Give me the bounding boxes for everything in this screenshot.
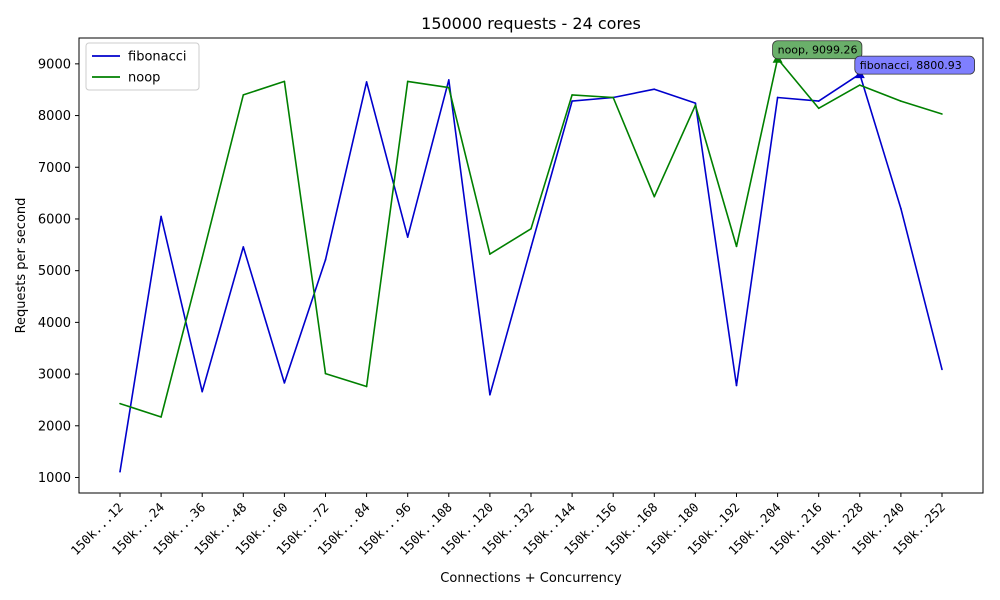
- legend: fibonacci noop: [85, 42, 200, 91]
- data-point-fibonacci: [448, 79, 450, 81]
- data-point-noop: [612, 96, 614, 99]
- data-point-fibonacci: [201, 390, 203, 393]
- data-point-fibonacci: [489, 393, 491, 396]
- data-point-fibonacci: [694, 102, 697, 104]
- data-point-fibonacci: [242, 246, 245, 248]
- data-point-fibonacci: [324, 259, 327, 261]
- y-axis: 1000 2000 3000 4000 5000 6000 7000 8000 9000: [38, 57, 79, 486]
- data-point-fibonacci: [119, 471, 121, 473]
- annotation-box: [854, 55, 975, 75]
- data-point-fibonacci: [776, 96, 779, 99]
- legend-label-fibonacci: fibonacci: [128, 50, 187, 65]
- y-tick-label: 9000: [38, 57, 71, 72]
- data-point-noop: [571, 94, 573, 96]
- data-point-fibonacci: [530, 246, 532, 249]
- data-point-noop: [941, 113, 943, 115]
- data-point-noop: [653, 195, 656, 198]
- data-point-fibonacci: [941, 368, 943, 371]
- y-tick-label: 6000: [38, 212, 71, 227]
- data-point-noop: [160, 416, 162, 418]
- data-point-noop: [242, 94, 245, 96]
- data-point-noop: [324, 372, 327, 375]
- annotation-box: [772, 40, 863, 60]
- data-point-noop: [119, 402, 121, 405]
- data-point-noop: [694, 104, 697, 107]
- data-point-fibonacci: [735, 384, 738, 387]
- y-tick-label: 2000: [38, 419, 71, 434]
- annotation-label: noop, 9099.26: [778, 44, 858, 57]
- data-point-noop: [365, 385, 368, 388]
- data-point-noop: [283, 80, 286, 83]
- data-point-fibonacci: [283, 382, 286, 384]
- data-point-fibonacci: [571, 100, 573, 102]
- data-point-fibonacci: [160, 215, 162, 218]
- data-point-noop: [735, 245, 738, 248]
- chart-title: 150000 requests - 24 cores: [421, 14, 641, 33]
- legend-label-noop: noop: [128, 71, 160, 86]
- annotation-label: fibonacci, 8800.93: [860, 59, 962, 72]
- data-point-noop: [406, 80, 409, 83]
- y-axis-title: Requests per second: [14, 198, 29, 334]
- data-point-fibonacci: [653, 88, 656, 90]
- data-point-noop: [859, 84, 861, 86]
- annotation-noop: noop, 9099.26: [772, 40, 863, 60]
- data-point-fibonacci: [365, 81, 368, 83]
- legend-box: [85, 42, 200, 91]
- y-tick-label: 7000: [38, 161, 71, 176]
- y-tick-label: 8000: [38, 109, 71, 124]
- data-point-noop: [530, 227, 532, 230]
- data-point-fibonacci: [406, 236, 409, 238]
- data-point-noop: [900, 100, 902, 102]
- y-tick-label: 3000: [38, 368, 71, 383]
- y-tick-label: 5000: [38, 264, 71, 279]
- data-point-fibonacci: [817, 100, 820, 102]
- data-point-noop: [448, 86, 450, 89]
- y-tick-label: 1000: [38, 471, 71, 486]
- data-point-noop: [201, 256, 203, 259]
- data-point-noop: [817, 107, 820, 110]
- x-axis-title: Connections + Concurrency: [440, 571, 622, 586]
- annotation-fibonacci: fibonacci, 8800.93: [854, 55, 975, 75]
- y-tick-label: 4000: [38, 316, 71, 331]
- data-point-noop: [489, 253, 491, 255]
- series-layer: [119, 57, 943, 473]
- data-point-fibonacci: [900, 207, 902, 210]
